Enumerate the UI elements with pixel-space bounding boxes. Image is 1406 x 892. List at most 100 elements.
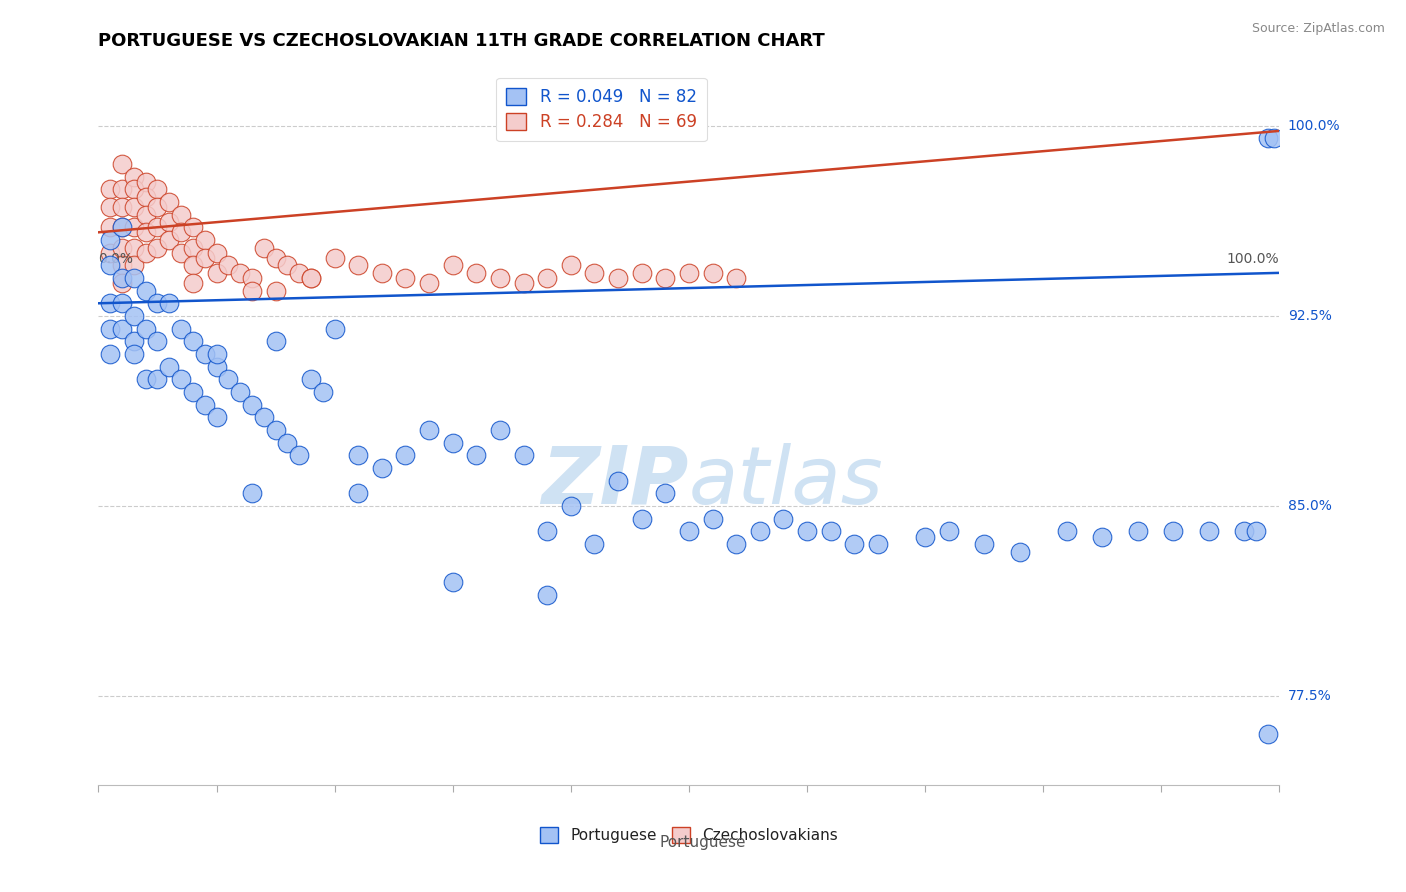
Point (181, 276, 204, 290)
Point (135, 208, 157, 222)
Point (122, 334, 145, 349)
Point (607, 474, 630, 488)
Point (418, 276, 440, 290)
Point (122, 271, 145, 285)
Point (98, 220, 121, 235)
Point (264, 251, 287, 265)
Point (347, 449, 370, 463)
Point (146, 182, 169, 196)
Point (607, 271, 630, 285)
Point (240, 271, 263, 285)
Point (630, 266, 652, 280)
Point (772, 512, 794, 526)
Point (276, 435, 298, 450)
Point (654, 271, 676, 285)
Point (240, 398, 263, 412)
Point (512, 449, 534, 463)
Point (702, 266, 724, 280)
Point (394, 271, 416, 285)
Point (312, 384, 335, 399)
Text: 100.0%: 100.0% (1288, 119, 1340, 133)
Point (264, 423, 287, 437)
Point (347, 486, 370, 500)
Point (725, 271, 748, 285)
Text: 85.0%: 85.0% (1288, 500, 1331, 513)
Point (181, 258, 204, 272)
Point (98, 182, 121, 196)
Point (299, 271, 322, 285)
Point (323, 321, 346, 335)
Point (441, 258, 464, 272)
Point (205, 347, 228, 361)
Point (678, 266, 700, 280)
Point (157, 215, 180, 229)
Point (725, 537, 748, 551)
Point (1008, 545, 1031, 559)
Point (217, 258, 239, 272)
Point (111, 258, 134, 272)
Point (111, 271, 134, 285)
Point (135, 245, 157, 260)
Point (1233, 524, 1256, 539)
Point (111, 182, 134, 196)
Point (98, 258, 121, 272)
Point (418, 423, 440, 437)
Point (135, 321, 157, 335)
Point (560, 258, 582, 272)
Point (1198, 524, 1220, 539)
Point (170, 245, 193, 260)
Point (536, 271, 558, 285)
Point (229, 384, 252, 399)
Point (98, 321, 121, 335)
Point (796, 524, 818, 539)
Point (441, 575, 464, 590)
Point (1257, 727, 1279, 741)
Point (914, 529, 936, 543)
Legend: Portuguese, Czechoslovakians: Portuguese, Czechoslovakians (533, 822, 845, 849)
Point (299, 372, 322, 386)
Point (157, 233, 180, 247)
Point (820, 524, 842, 539)
Point (122, 220, 145, 235)
Point (135, 225, 157, 239)
Point (973, 537, 995, 551)
Point (866, 537, 889, 551)
Point (702, 512, 724, 526)
Point (122, 182, 145, 196)
Point (371, 461, 394, 475)
Point (111, 240, 134, 254)
Point (205, 245, 228, 260)
Point (1244, 524, 1267, 539)
Point (135, 175, 157, 189)
Point (678, 524, 700, 539)
Point (288, 449, 311, 463)
Point (489, 271, 512, 285)
Point (122, 347, 145, 361)
Point (1263, 131, 1285, 145)
Point (205, 359, 228, 374)
Point (98, 200, 121, 214)
Text: 100.0%: 100.0% (1227, 252, 1279, 266)
Point (938, 524, 960, 539)
Point (583, 537, 606, 551)
Point (98, 296, 121, 310)
Point (630, 512, 652, 526)
Point (122, 240, 145, 254)
Point (465, 449, 488, 463)
Point (229, 266, 252, 280)
Point (157, 296, 180, 310)
Point (394, 449, 416, 463)
Point (146, 334, 169, 349)
Point (1056, 524, 1078, 539)
Point (1126, 524, 1149, 539)
Point (111, 200, 134, 214)
Point (1257, 131, 1279, 145)
Point (111, 157, 134, 171)
Point (146, 372, 169, 386)
Point (170, 372, 193, 386)
Point (194, 251, 217, 265)
Point (347, 258, 370, 272)
Text: atlas: atlas (689, 442, 884, 521)
Point (536, 524, 558, 539)
Point (371, 266, 394, 280)
